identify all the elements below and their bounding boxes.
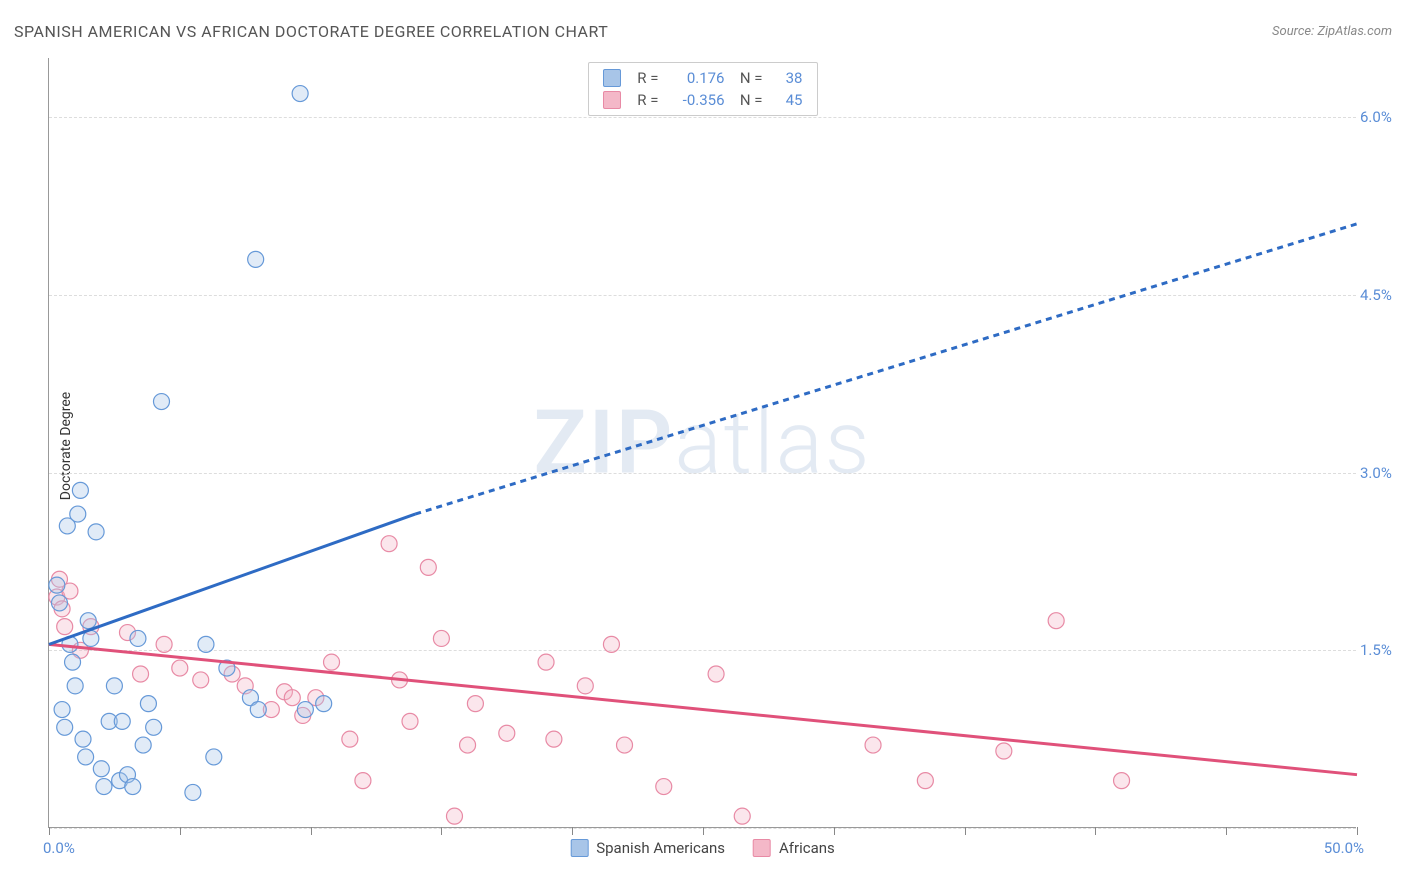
scatter-point [185, 784, 201, 800]
scatter-point [248, 251, 264, 267]
scatter-point [135, 737, 151, 753]
scatter-point [125, 779, 141, 795]
scatter-point [114, 713, 130, 729]
y-tick-label: 6.0% [1360, 108, 1406, 126]
scatter-point [499, 725, 515, 741]
scatter-point [292, 86, 308, 102]
scatter-point [72, 482, 88, 498]
scatter-svg [49, 58, 1356, 827]
scatter-point [54, 702, 70, 718]
scatter-point [206, 749, 222, 765]
scatter-point [57, 719, 73, 735]
scatter-point [70, 506, 86, 522]
scatter-point [734, 808, 750, 824]
scatter-point [1114, 773, 1130, 789]
legend-item-pink: Africans [753, 839, 835, 857]
scatter-point [865, 737, 881, 753]
scatter-point [78, 749, 94, 765]
scatter-point [250, 702, 266, 718]
y-tick-label: 1.5% [1360, 641, 1406, 659]
x-tick [441, 827, 442, 835]
x-tick [1357, 827, 1358, 835]
legend-label-blue: Spanish Americans [596, 839, 725, 857]
scatter-point [284, 690, 300, 706]
scatter-point [996, 743, 1012, 759]
x-tick [572, 827, 573, 835]
scatter-point [297, 702, 313, 718]
trend-line [415, 224, 1357, 514]
scatter-point [381, 536, 397, 552]
legend-item-blue: Spanish Americans [570, 839, 725, 857]
scatter-point [172, 660, 188, 676]
legend-label-pink: Africans [779, 839, 835, 857]
swatch-pink-2 [753, 839, 771, 857]
scatter-point [617, 737, 633, 753]
x-tick-max: 50.0% [1324, 839, 1364, 857]
scatter-point [460, 737, 476, 753]
scatter-point [546, 731, 562, 747]
scatter-point [708, 666, 724, 682]
scatter-point [193, 672, 209, 688]
chart-title: SPANISH AMERICAN VS AFRICAN DOCTORATE DE… [14, 22, 608, 41]
x-tick [834, 827, 835, 835]
x-tick [180, 827, 181, 835]
scatter-point [656, 779, 672, 795]
source-name: ZipAtlas.com [1317, 24, 1392, 39]
scatter-point [1048, 613, 1064, 629]
scatter-point [153, 394, 169, 410]
scatter-point [342, 731, 358, 747]
scatter-point [106, 678, 122, 694]
scatter-point [603, 636, 619, 652]
scatter-point [917, 773, 933, 789]
scatter-point [577, 678, 593, 694]
x-tick-min: 0.0% [43, 839, 75, 857]
scatter-point [324, 654, 340, 670]
scatter-point [467, 696, 483, 712]
scatter-point [75, 731, 91, 747]
y-tick-label: 4.5% [1360, 286, 1406, 304]
x-tick [965, 827, 966, 835]
scatter-point [49, 577, 65, 593]
scatter-point [156, 636, 172, 652]
scatter-point [538, 654, 554, 670]
scatter-point [88, 524, 104, 540]
source-prefix: Source: [1272, 24, 1317, 39]
x-tick [703, 827, 704, 835]
scatter-point [133, 666, 149, 682]
scatter-point [80, 613, 96, 629]
scatter-point [93, 761, 109, 777]
swatch-blue-2 [570, 839, 588, 857]
scatter-point [140, 696, 156, 712]
scatter-point [355, 773, 371, 789]
scatter-point [57, 619, 73, 635]
scatter-point [420, 559, 436, 575]
trend-line [49, 644, 1357, 774]
scatter-point [51, 595, 67, 611]
scatter-point [146, 719, 162, 735]
series-legend: Spanish Americans Africans [570, 839, 835, 857]
scatter-point [65, 654, 81, 670]
source-attribution: Source: ZipAtlas.com [1272, 24, 1392, 39]
x-tick [49, 827, 50, 835]
scatter-point [433, 630, 449, 646]
x-tick [311, 827, 312, 835]
scatter-point [316, 696, 332, 712]
x-tick [1095, 827, 1096, 835]
x-tick [1226, 827, 1227, 835]
scatter-point [198, 636, 214, 652]
plot-area: ZIPatlas 1.5%3.0%4.5%6.0% R = 0.176 N = … [48, 58, 1356, 828]
scatter-point [96, 779, 112, 795]
scatter-point [130, 630, 146, 646]
scatter-point [402, 713, 418, 729]
y-tick-label: 3.0% [1360, 464, 1406, 482]
scatter-point [67, 678, 83, 694]
scatter-point [446, 808, 462, 824]
